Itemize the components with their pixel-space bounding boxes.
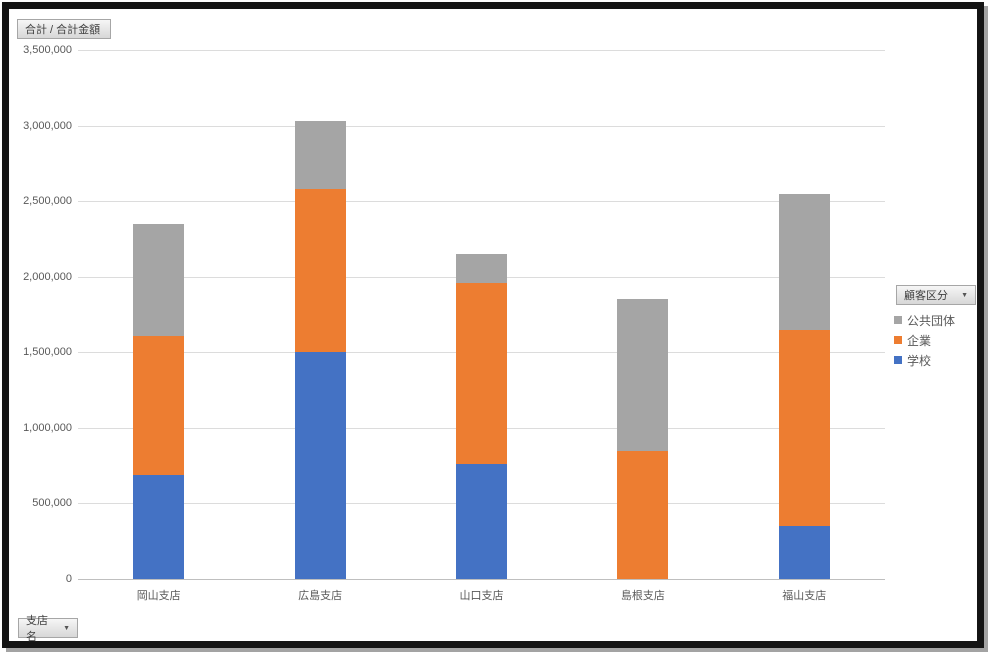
x-axis-category-label: 福山支店 <box>782 590 827 602</box>
x-axis-category-label: 島根支店 <box>620 590 665 602</box>
bar-segment-企業[interactable] <box>133 335 185 475</box>
bar-segment-学校[interactable] <box>456 464 507 579</box>
y-axis-tick-label: 500,000 <box>32 497 72 510</box>
y-axis-tick-label: 0 <box>65 573 72 585</box>
bar-広島支店[interactable] <box>294 121 346 579</box>
bar-segment-企業[interactable] <box>456 282 507 465</box>
legend: 公共団体 企業 学校 <box>894 310 955 370</box>
bar-segment-企業[interactable] <box>294 189 346 353</box>
dropdown-arrow-icon: ▼ <box>961 291 968 299</box>
bar-segment-公共団体[interactable] <box>778 193 830 330</box>
bar-segment-学校[interactable] <box>778 526 830 579</box>
x-axis: 岡山支店 広島支店 山口支店 島根支店 福山支店 <box>78 587 885 603</box>
x-axis-category-label: 岡山支店 <box>136 590 181 602</box>
gridline <box>78 201 885 203</box>
gridline <box>78 579 885 580</box>
bar-岡山支店[interactable] <box>133 223 185 579</box>
bar-福山支店[interactable] <box>778 193 830 579</box>
legend-label: 学校 <box>907 353 932 368</box>
x-axis-category-label: 山口支店 <box>459 590 504 602</box>
chart-frame: 合計 / 合計金額 0 500,000 1,000,000 1,500,000 2,00… <box>2 2 984 648</box>
axis-field-label: 支店名 <box>26 615 48 643</box>
dropdown-arrow-icon: ▼ <box>63 624 70 632</box>
value-field-button[interactable]: 合計 / 合計金額 <box>17 19 111 39</box>
legend-label: 企業 <box>907 333 932 348</box>
legend-item-公共団体: 公共団体 <box>894 310 955 330</box>
bar-segment-公共団体[interactable] <box>294 121 346 190</box>
legend-label: 公共団体 <box>907 313 956 328</box>
y-axis-tick-label: 2,000,000 <box>23 270 72 283</box>
bar-segment-公共団体[interactable] <box>133 223 185 336</box>
y-axis-tick-label: 1,500,000 <box>23 346 72 359</box>
legend-item-学校: 学校 <box>894 350 955 370</box>
bar-島根支店[interactable] <box>617 299 669 579</box>
y-axis: 0 500,000 1,000,000 1,500,000 2,000,000 2,500… <box>9 44 72 585</box>
y-axis-tick-label: 3,500,000 <box>23 44 72 56</box>
legend-item-企業: 企業 <box>894 330 955 350</box>
bar-segment-企業[interactable] <box>617 450 669 579</box>
legend-field-button[interactable]: 顧客区分 ▼ <box>896 285 976 305</box>
x-axis-category-label: 広島支店 <box>298 590 343 602</box>
value-field-label: 合計 / 合計金額 <box>25 24 101 36</box>
bar-山口支店[interactable] <box>456 254 507 579</box>
axis-field-button[interactable]: 支店名 ▼ <box>18 615 78 643</box>
y-axis-tick-label: 1,000,000 <box>23 421 72 434</box>
gridline <box>78 125 885 127</box>
chart-area: 合計 / 合計金額 0 500,000 1,000,000 1,500,000 2,00… <box>9 9 977 643</box>
legend-marker-icon <box>894 336 902 344</box>
gridline <box>78 50 885 51</box>
y-axis-tick-label: 2,500,000 <box>23 195 72 208</box>
bar-segment-学校[interactable] <box>133 474 185 579</box>
legend-marker-icon <box>894 356 902 364</box>
bar-segment-学校[interactable] <box>294 352 346 579</box>
y-axis-tick-label: 3,000,000 <box>23 119 72 132</box>
plot-area <box>78 50 885 580</box>
bar-segment-企業[interactable] <box>778 329 830 527</box>
bar-segment-公共団体[interactable] <box>617 299 669 451</box>
legend-marker-icon <box>894 316 902 324</box>
bars-layer <box>78 50 885 579</box>
legend-field-label: 顧客区分 <box>904 290 948 302</box>
bar-segment-公共団体[interactable] <box>456 254 507 283</box>
